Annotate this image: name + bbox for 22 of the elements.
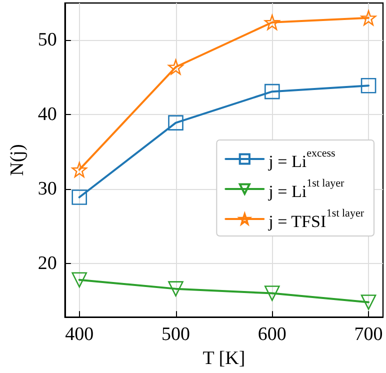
point bbox=[168, 59, 184, 75]
point bbox=[360, 78, 376, 94]
point bbox=[168, 281, 184, 296]
y-tick-label: 40 bbox=[38, 104, 57, 126]
point bbox=[264, 84, 280, 100]
x-axis-title: T [K] bbox=[202, 348, 246, 369]
x-tick-label: 600 bbox=[258, 324, 286, 346]
y-tick-label: 50 bbox=[38, 30, 57, 51]
y-axis-title: N(j) bbox=[7, 144, 28, 176]
point bbox=[168, 115, 184, 130]
point bbox=[72, 190, 88, 205]
point bbox=[360, 294, 376, 310]
x-tick-label: 400 bbox=[65, 324, 94, 346]
point bbox=[72, 162, 88, 178]
y-tick-label: 20 bbox=[38, 253, 57, 274]
y-tick-label: 30 bbox=[38, 178, 57, 200]
x-tick-label: 700 bbox=[354, 324, 383, 346]
point bbox=[264, 286, 280, 301]
point bbox=[264, 14, 280, 30]
x-tick-label: 500 bbox=[162, 324, 190, 346]
point bbox=[360, 10, 376, 26]
point bbox=[72, 272, 88, 288]
